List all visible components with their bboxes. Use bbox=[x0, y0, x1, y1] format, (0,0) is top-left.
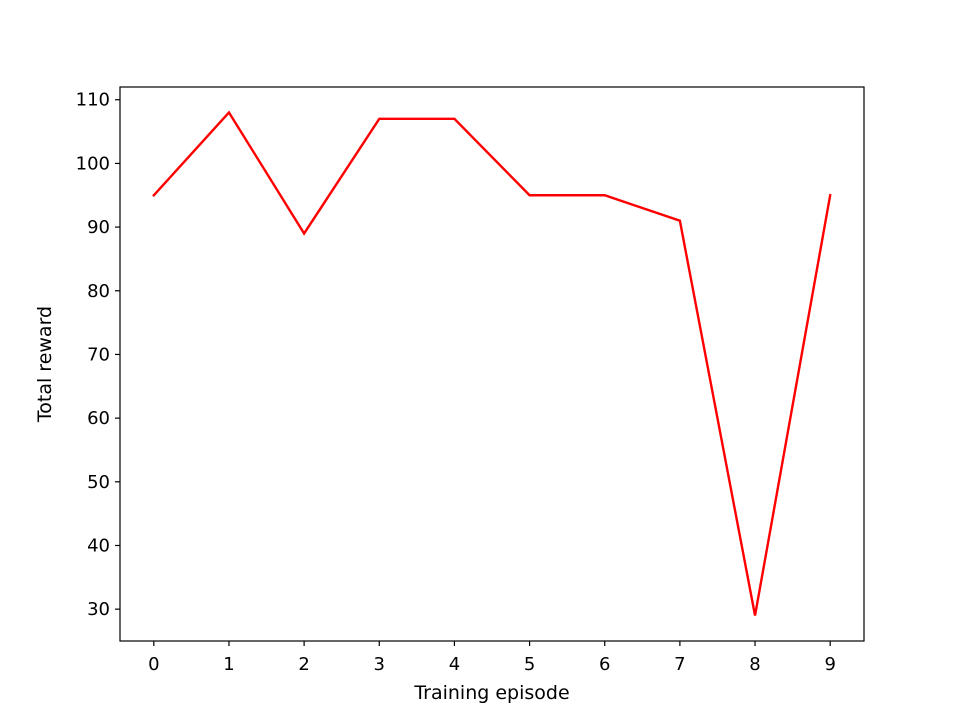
data-point bbox=[829, 194, 831, 196]
y-tick-label: 30 bbox=[87, 599, 110, 620]
x-tick-label: 3 bbox=[374, 654, 385, 675]
data-point bbox=[604, 194, 606, 196]
x-tick-label: 9 bbox=[824, 654, 835, 675]
data-point bbox=[754, 614, 756, 616]
x-tick-label: 6 bbox=[599, 654, 610, 675]
x-axis-label: Training episode bbox=[413, 682, 569, 704]
series-layer bbox=[152, 110, 832, 616]
series-line-0 bbox=[152, 110, 832, 616]
data-point bbox=[228, 111, 230, 113]
y-tick-label: 60 bbox=[87, 408, 110, 429]
x-tick-label: 0 bbox=[148, 654, 159, 675]
y-tick-label: 90 bbox=[87, 217, 110, 238]
y-tick-label: 50 bbox=[87, 472, 110, 493]
y-tick-label: 70 bbox=[87, 344, 110, 365]
y-tick-label: 100 bbox=[76, 153, 110, 174]
x-tick-label: 2 bbox=[298, 654, 309, 675]
data-point bbox=[528, 194, 530, 196]
axes-layer: 0 1 2 3 4 5 6 7 8 9 30 40 50 60 70 80 90 100 110 bbox=[76, 86, 865, 675]
data-point bbox=[153, 194, 155, 196]
x-tick-label: 7 bbox=[674, 654, 685, 675]
x-tick-label: 4 bbox=[449, 654, 460, 675]
x-tick-label: 1 bbox=[223, 654, 234, 675]
data-point bbox=[679, 220, 681, 222]
plot-frame bbox=[119, 86, 865, 642]
y-tick-label: 110 bbox=[76, 90, 110, 111]
y-axis-label: Total reward bbox=[34, 306, 56, 423]
y-tick-label: 80 bbox=[87, 281, 110, 302]
x-tick-label: 8 bbox=[749, 654, 760, 675]
y-tick-label: 40 bbox=[87, 535, 110, 556]
x-tick-label: 5 bbox=[524, 654, 535, 675]
data-point bbox=[378, 118, 380, 120]
data-point bbox=[303, 232, 305, 234]
data-point bbox=[453, 118, 455, 120]
